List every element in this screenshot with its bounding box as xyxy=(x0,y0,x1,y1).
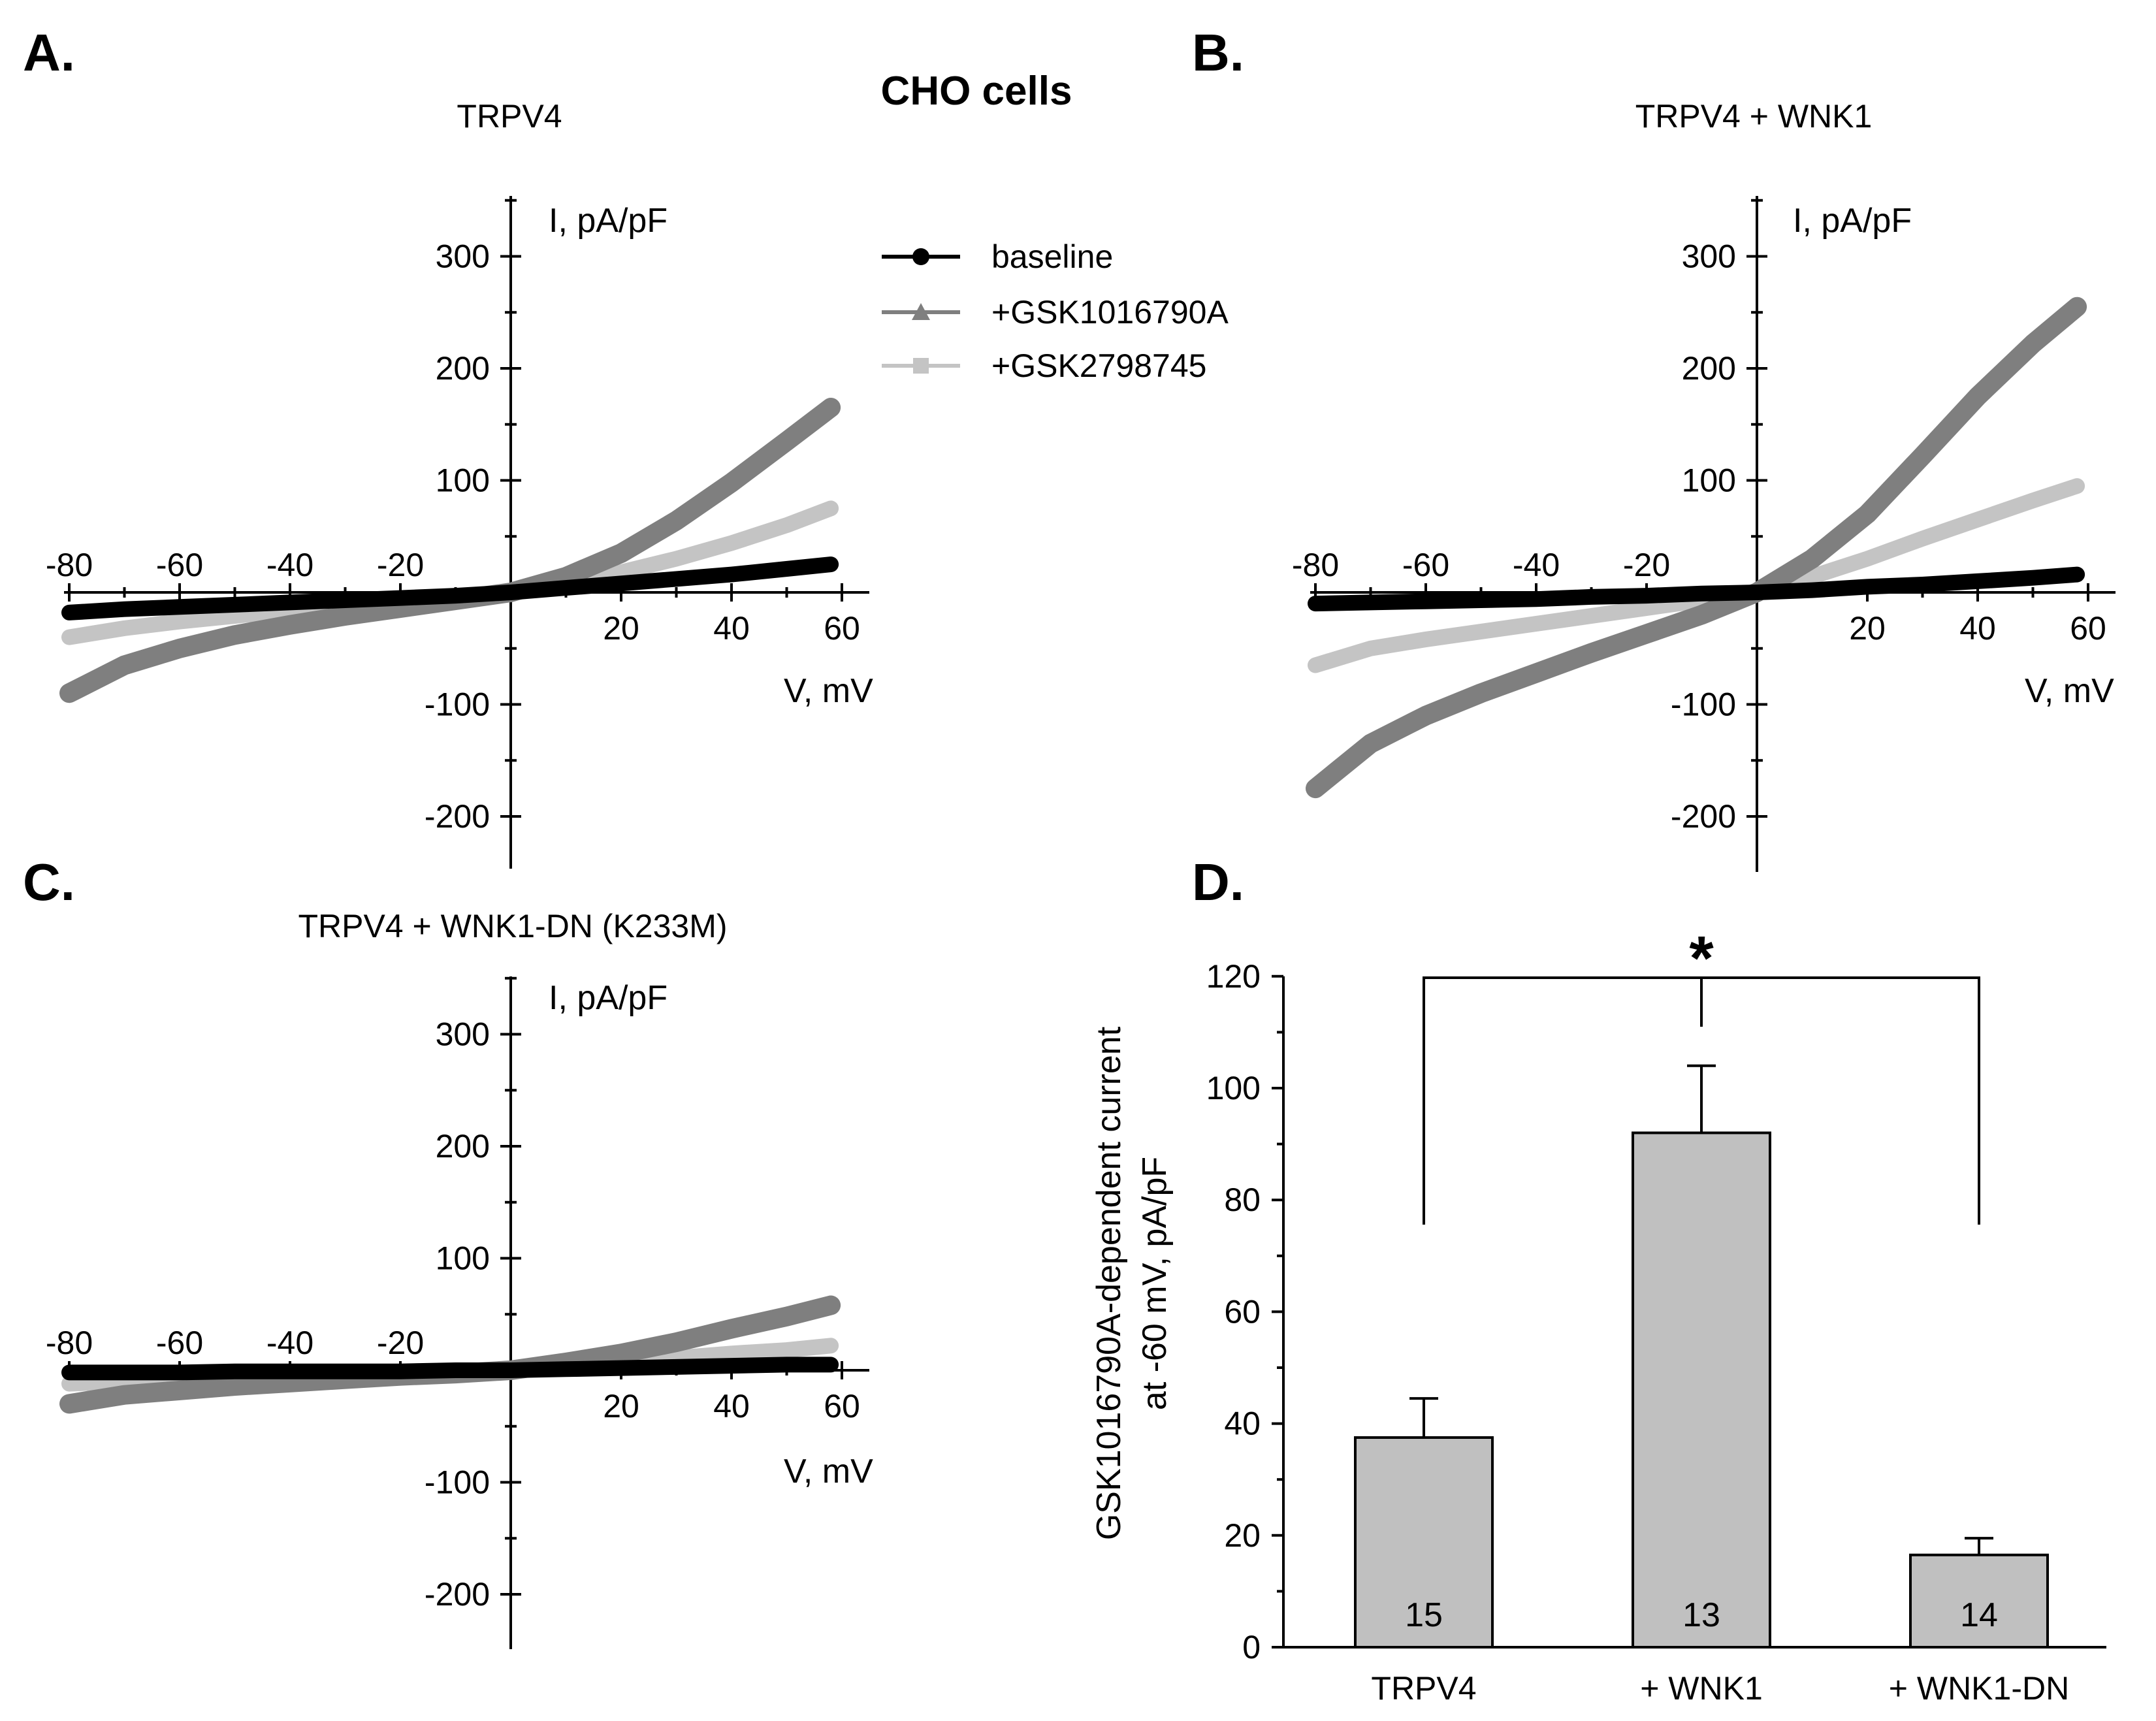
panel-a-y-tick-label: 300 xyxy=(436,238,490,275)
panel-b-y-tick-label: -200 xyxy=(1671,798,1736,835)
panel-b-x-tick-label: -60 xyxy=(1402,547,1449,583)
panel-d-bars: 15 TRPV4 13 + WNK1 14 + WNK1-DN xyxy=(1354,976,2069,1707)
panel-d-y-tick-label: 100 xyxy=(1206,1070,1261,1106)
panel-b-y-tick-label: -100 xyxy=(1671,686,1736,723)
panel-a-series-group xyxy=(59,398,841,703)
panel-d-y-tick-label: 20 xyxy=(1224,1517,1261,1554)
bar-n-label-wnk1-dn: 14 xyxy=(1960,1596,1998,1634)
panel-d-y-tick-label: 40 xyxy=(1224,1406,1261,1442)
panel-b-y-tick-label: 100 xyxy=(1682,462,1736,499)
panel-c-x-tick-label: 60 xyxy=(824,1388,860,1424)
panel-c-x-tick-label: 40 xyxy=(713,1388,750,1424)
panel-d-letter: D. xyxy=(1192,853,1244,911)
panel-c-letter: C. xyxy=(23,853,75,911)
panel-b-x-tick-label: 40 xyxy=(1959,610,1996,647)
category-label-trpv4: TRPV4 xyxy=(1371,1670,1476,1707)
panel-b-ylabel: I, pA/pF xyxy=(1793,202,1912,240)
panel-c-y-tick-label: -100 xyxy=(425,1464,490,1501)
bar-n-label-wnk1: 13 xyxy=(1682,1596,1720,1634)
panel-b-y-tick-label: 300 xyxy=(1682,238,1736,275)
panel-a-y-tick-label: -200 xyxy=(425,798,490,835)
legend-item-gsk1016790a: +GSK1016790A xyxy=(882,294,1229,330)
panel-b-x-tick-label: -80 xyxy=(1292,547,1339,583)
bar-wnk1 xyxy=(1632,1131,1771,1649)
legend-marker-baseline xyxy=(912,248,929,265)
panel-d-y-tick-label: 60 xyxy=(1224,1293,1261,1330)
panel-c-y-tick-label: 300 xyxy=(436,1016,490,1053)
category-label-wnk1: + WNK1 xyxy=(1640,1670,1763,1707)
panel-c-x-tick-label: -80 xyxy=(46,1325,93,1361)
panel-a-xlabel: V, mV xyxy=(784,672,873,710)
panel-c-y-tick-label: 100 xyxy=(436,1240,490,1277)
panel-c-x-tick-label: -60 xyxy=(156,1325,203,1361)
panel-b-x-tick-label: -40 xyxy=(1513,547,1560,583)
panel-c-x-tick-label: 20 xyxy=(603,1388,639,1424)
panel-c: C. TRPV4 + WNK1-DN (K233M) I, pA/pF V, m… xyxy=(23,853,873,1649)
panel-a-x-tick-label: -60 xyxy=(156,547,203,583)
panel-b: B. TRPV4 + WNK1 I, pA/pF V, mV 300 200 100… xyxy=(1192,24,2116,872)
panel-a-x-tick-label: -40 xyxy=(266,547,314,583)
figure-title: CHO cells xyxy=(881,69,1072,114)
legend-label-baseline: baseline xyxy=(991,238,1113,275)
panel-d-y-tick-label: 0 xyxy=(1242,1629,1261,1665)
panel-a-x-tick-label: -80 xyxy=(46,547,93,583)
panel-b-x-tick-label: 60 xyxy=(2070,610,2106,647)
bar-wnk1-dn xyxy=(1909,1553,2049,1649)
panel-c-xlabel: V, mV xyxy=(784,1453,873,1490)
legend-marker-gsk1016790a xyxy=(912,303,930,320)
panel-c-y-tick-label: 200 xyxy=(436,1128,490,1165)
panel-a-title: TRPV4 xyxy=(457,98,562,135)
panel-a-y-tick-label: 200 xyxy=(436,350,490,387)
panel-c-x-tick-label: -20 xyxy=(377,1325,424,1361)
legend-label-gsk2798745: +GSK2798745 xyxy=(991,347,1206,384)
panel-a-y-tick-label: 100 xyxy=(436,462,490,499)
bar-trpv4 xyxy=(1354,1436,1494,1649)
panel-c-ylabel: I, pA/pF xyxy=(549,979,668,1017)
panel-a-x-tick-label: 40 xyxy=(713,610,750,647)
panel-b-series-baseline xyxy=(1308,566,2085,612)
legend-item-baseline: baseline xyxy=(882,238,1113,275)
legend: baseline +GSK1016790A +GSK2798745 xyxy=(882,238,1229,384)
bar-n-label-trpv4: 15 xyxy=(1405,1596,1443,1634)
panel-a-letter: A. xyxy=(23,24,75,82)
panel-b-y-tick-label: 200 xyxy=(1682,350,1736,387)
panel-d-y-tick-label: 80 xyxy=(1224,1182,1261,1218)
panel-b-letter: B. xyxy=(1192,24,1244,82)
panel-a-y-tick-label: -100 xyxy=(425,686,490,723)
panel-a-ylabel: I, pA/pF xyxy=(549,202,668,240)
panel-c-axes: 300 200 100 -100 -200 -80 -60 -40 -20 20 40 60 xyxy=(46,976,869,1649)
panel-c-title: TRPV4 + WNK1-DN (K233M) xyxy=(298,908,727,944)
panel-b-axes: 300 200 100 -100 -200 -80 -60 -40 -20 20 40 60 xyxy=(1292,196,2116,872)
panel-b-series-group xyxy=(1306,297,2087,799)
panel-b-xlabel: V, mV xyxy=(2025,672,2114,710)
panel-c-series-group xyxy=(59,1295,841,1414)
panel-b-x-tick-label: 20 xyxy=(1849,610,1886,647)
panel-b-series-gsk1016790a xyxy=(1306,297,2087,799)
panel-c-series-baseline xyxy=(61,1357,839,1381)
legend-item-gsk2798745: +GSK2798745 xyxy=(882,347,1206,384)
panel-d: D. GSK1016790A-dependent current at -60 … xyxy=(1090,853,2106,1707)
panel-a-x-tick-label: -20 xyxy=(377,547,424,583)
panel-d-ylabel-line1: GSK1016790A-dependent current xyxy=(1090,1026,1128,1540)
panel-c-x-tick-label: -40 xyxy=(266,1325,314,1361)
legend-marker-gsk2798745 xyxy=(913,358,929,374)
panel-d-y-tick-label: 120 xyxy=(1206,958,1261,995)
panel-d-ylabel-line2: at -60 mV, pA/pF xyxy=(1136,1157,1174,1410)
panel-b-x-tick-label: -20 xyxy=(1623,547,1670,583)
panel-a-x-tick-label: 60 xyxy=(824,610,860,647)
panel-c-y-tick-label: -200 xyxy=(425,1576,490,1613)
panel-a-x-tick-label: 20 xyxy=(603,610,639,647)
panel-b-title: TRPV4 + WNK1 xyxy=(1635,98,1873,135)
panel-a: A. TRPV4 I, pA/pF V, mV 300 200 100 -100 -20… xyxy=(23,24,873,869)
panel-a-series-baseline xyxy=(61,556,839,620)
category-label-wnk1-dn: + WNK1-DN xyxy=(1889,1670,2069,1707)
legend-label-gsk1016790a: +GSK1016790A xyxy=(991,294,1229,330)
